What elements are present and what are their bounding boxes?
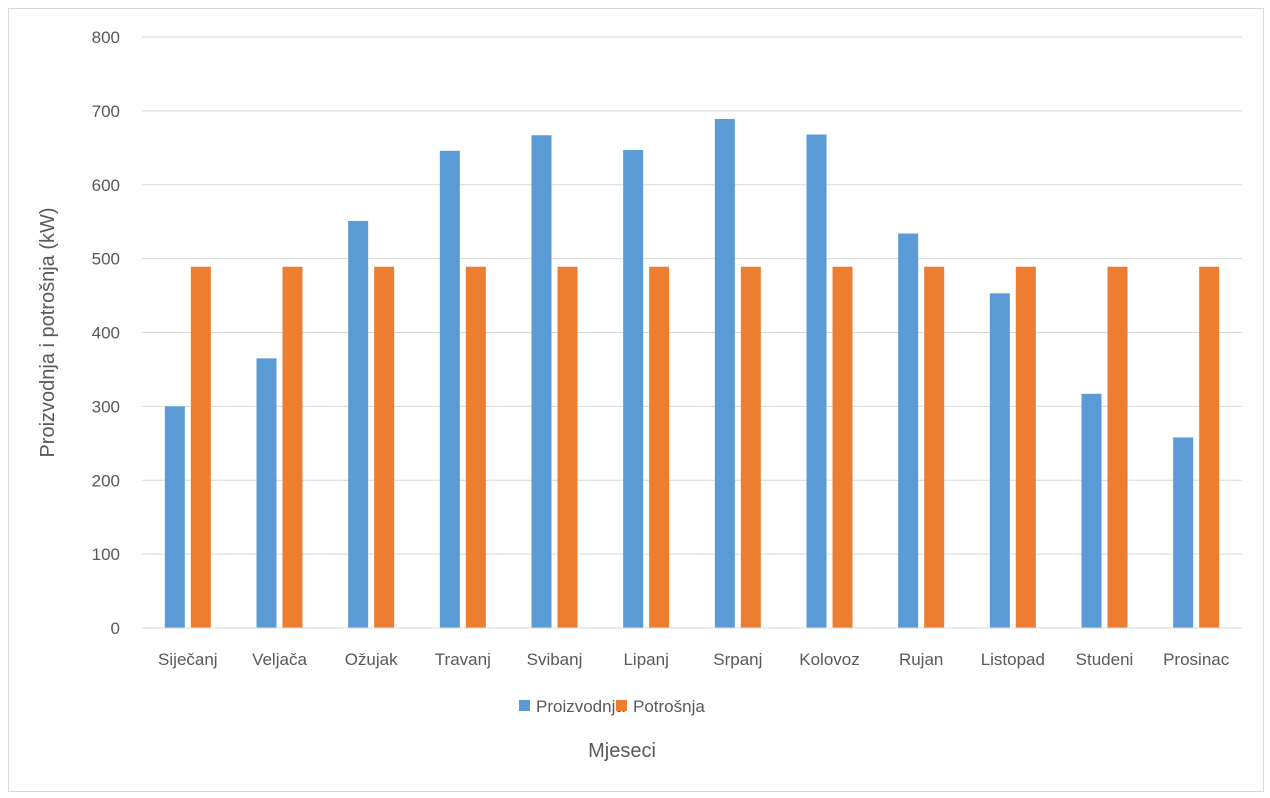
y-tick-label: 300 bbox=[92, 397, 120, 416]
bar-potrošnja-5 bbox=[557, 266, 578, 628]
y-tick-label: 200 bbox=[92, 471, 120, 490]
bar-potrošnja-10 bbox=[1015, 266, 1036, 628]
x-tick-label: Siječanj bbox=[158, 650, 218, 669]
x-tick-label: Ožujak bbox=[345, 650, 398, 669]
x-tick-label: Kolovoz bbox=[799, 650, 859, 669]
x-tick-label: Srpanj bbox=[713, 650, 762, 669]
x-tick-label: Veljača bbox=[252, 650, 307, 669]
x-tick-label: Lipanj bbox=[623, 650, 668, 669]
bar-proizvodnja-3 bbox=[348, 220, 369, 629]
legend: Proizvodnja Potrošnja bbox=[519, 697, 705, 716]
bar-proizvodnja-9 bbox=[898, 233, 919, 628]
y-tick-label: 400 bbox=[92, 324, 120, 343]
y-tick-labels: 0 100 200 300 400 500 600 700 800 bbox=[92, 28, 120, 638]
bar-potrošnja-8 bbox=[832, 266, 853, 628]
bar-proizvodnja-10 bbox=[989, 293, 1010, 628]
bar-proizvodnja-8 bbox=[806, 134, 827, 628]
bar-proizvodnja-11 bbox=[1081, 393, 1102, 628]
bar-potrošnja-12 bbox=[1199, 266, 1220, 628]
legend-swatch-proizvodnja bbox=[519, 700, 530, 711]
x-tick-labels: Siječanj Veljača Ožujak Travanj Svibanj Lipan… bbox=[158, 650, 1230, 669]
y-tick-label: 0 bbox=[111, 619, 120, 638]
y-tick-label: 800 bbox=[92, 28, 120, 47]
bar-proizvodnja-5 bbox=[531, 135, 552, 628]
bar-proizvodnja-4 bbox=[439, 150, 460, 628]
x-tick-label: Rujan bbox=[899, 650, 943, 669]
bars bbox=[142, 119, 1242, 629]
bar-potrošnja-7 bbox=[740, 266, 761, 628]
bar-potrošnja-1 bbox=[190, 266, 211, 628]
y-tick-label: 500 bbox=[92, 250, 120, 269]
x-tick-label: Svibanj bbox=[527, 650, 583, 669]
y-tick-label: 600 bbox=[92, 176, 120, 195]
y-tick-label: 100 bbox=[92, 545, 120, 564]
bar-proizvodnja-1 bbox=[164, 406, 185, 628]
legend-swatch-potrošnja bbox=[616, 700, 627, 711]
legend-label-proizvodnja: Proizvodnja bbox=[536, 697, 625, 716]
x-tick-label: Travanj bbox=[435, 650, 491, 669]
bar-proizvodnja-2 bbox=[256, 358, 277, 628]
x-tick-label: Studeni bbox=[1076, 650, 1134, 669]
y-axis-title: Proizvodnja i potrošnja (kW) bbox=[37, 207, 59, 457]
y-tick-label: 700 bbox=[92, 102, 120, 121]
bar-potrošnja-3 bbox=[374, 266, 395, 628]
x-axis-title: Mjeseci bbox=[588, 740, 656, 762]
bar-potrošnja-11 bbox=[1107, 266, 1128, 628]
bar-proizvodnja-6 bbox=[623, 150, 644, 628]
bar-potrošnja-9 bbox=[924, 266, 945, 628]
legend-label-potrošnja: Potrošnja bbox=[633, 697, 705, 716]
bar-potrošnja-4 bbox=[465, 266, 486, 628]
bar-potrošnja-6 bbox=[649, 266, 670, 628]
bar-proizvodnja-7 bbox=[714, 119, 735, 628]
bar-potrošnja-2 bbox=[282, 266, 303, 628]
x-tick-label: Prosinac bbox=[1163, 650, 1230, 669]
gridlines bbox=[142, 36, 1242, 629]
bar-proizvodnja-12 bbox=[1173, 437, 1194, 628]
x-tick-label: Listopad bbox=[981, 650, 1045, 669]
